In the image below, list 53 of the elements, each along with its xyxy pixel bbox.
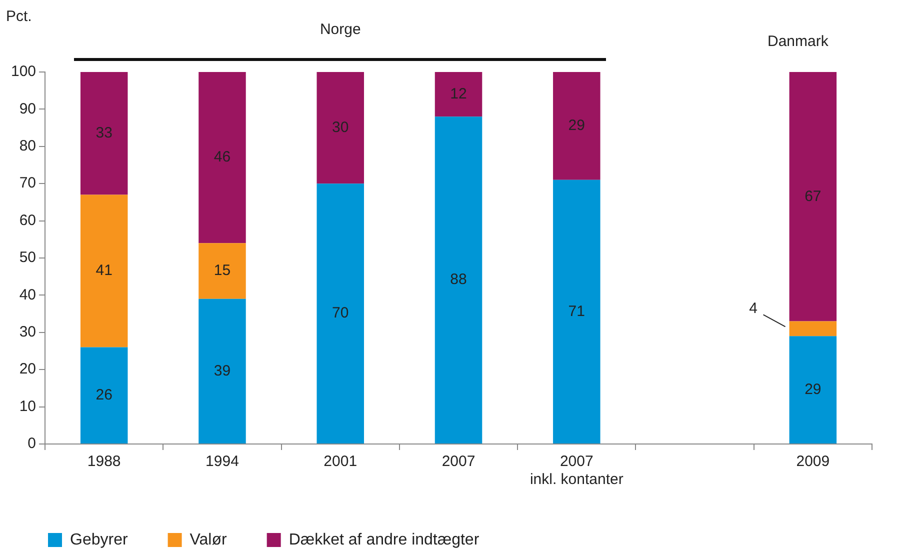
x-tick-label: 2007 [442,453,476,470]
data-label: 26 [96,386,112,404]
data-label: 4 [749,300,758,317]
bar [80,72,128,195]
y-tick-label: 70 [19,174,36,192]
bar [316,72,364,184]
y-tick-label: 80 [19,138,36,155]
data-label: 46 [214,148,231,166]
y-tick-label: 10 [19,398,36,415]
text: Danmark [768,33,829,50]
data-label: 71 [568,302,585,320]
bar [198,298,246,444]
data-label: 29 [568,117,585,134]
y-tick-label: 50 [19,249,36,266]
x-tick-label: 1988 [87,453,121,470]
text: Norge [320,21,361,38]
bar [553,180,600,444]
bar [789,321,837,336]
data-label: 70 [332,304,349,322]
y-tick-label: 90 [19,100,36,118]
bar [198,72,246,244]
bar [316,184,364,444]
y-axis-title: Pct. [6,8,32,26]
x-tick-label: 1994 [206,453,239,470]
y-tick-label: 0 [28,435,36,452]
data-label: 33 [96,124,112,142]
y-tick-label: 20 [19,360,36,378]
bar [80,194,128,348]
data-label: 41 [96,262,112,280]
y-tick-label: 60 [19,212,36,229]
y-tick-label: 100 [10,63,36,80]
x-tick-label: 2007 inkl. kontanter [530,453,624,488]
bar [553,72,600,180]
data-label: 88 [450,271,467,288]
data-label: 15 [214,262,231,280]
data-label: 39 [214,362,231,380]
data-label: 29 [804,380,822,398]
y-tick-label: 30 [19,324,36,341]
data-label: 67 [804,188,822,205]
bar [80,347,128,444]
x-tick-label: 2009 [796,453,830,470]
bar [198,243,246,299]
x-tick-label: 2001 [324,453,358,470]
legend-label: Valør [190,531,228,548]
bar [789,336,837,444]
legend-label: Gebyrer [70,531,128,548]
y-tick-label: 40 [19,286,36,304]
bar [789,72,837,322]
legend-label: Dækket af andre indtægter [288,531,480,548]
bar [434,116,482,444]
bar [434,72,482,117]
data-label: 30 [332,118,349,136]
data-label: 12 [450,85,467,102]
